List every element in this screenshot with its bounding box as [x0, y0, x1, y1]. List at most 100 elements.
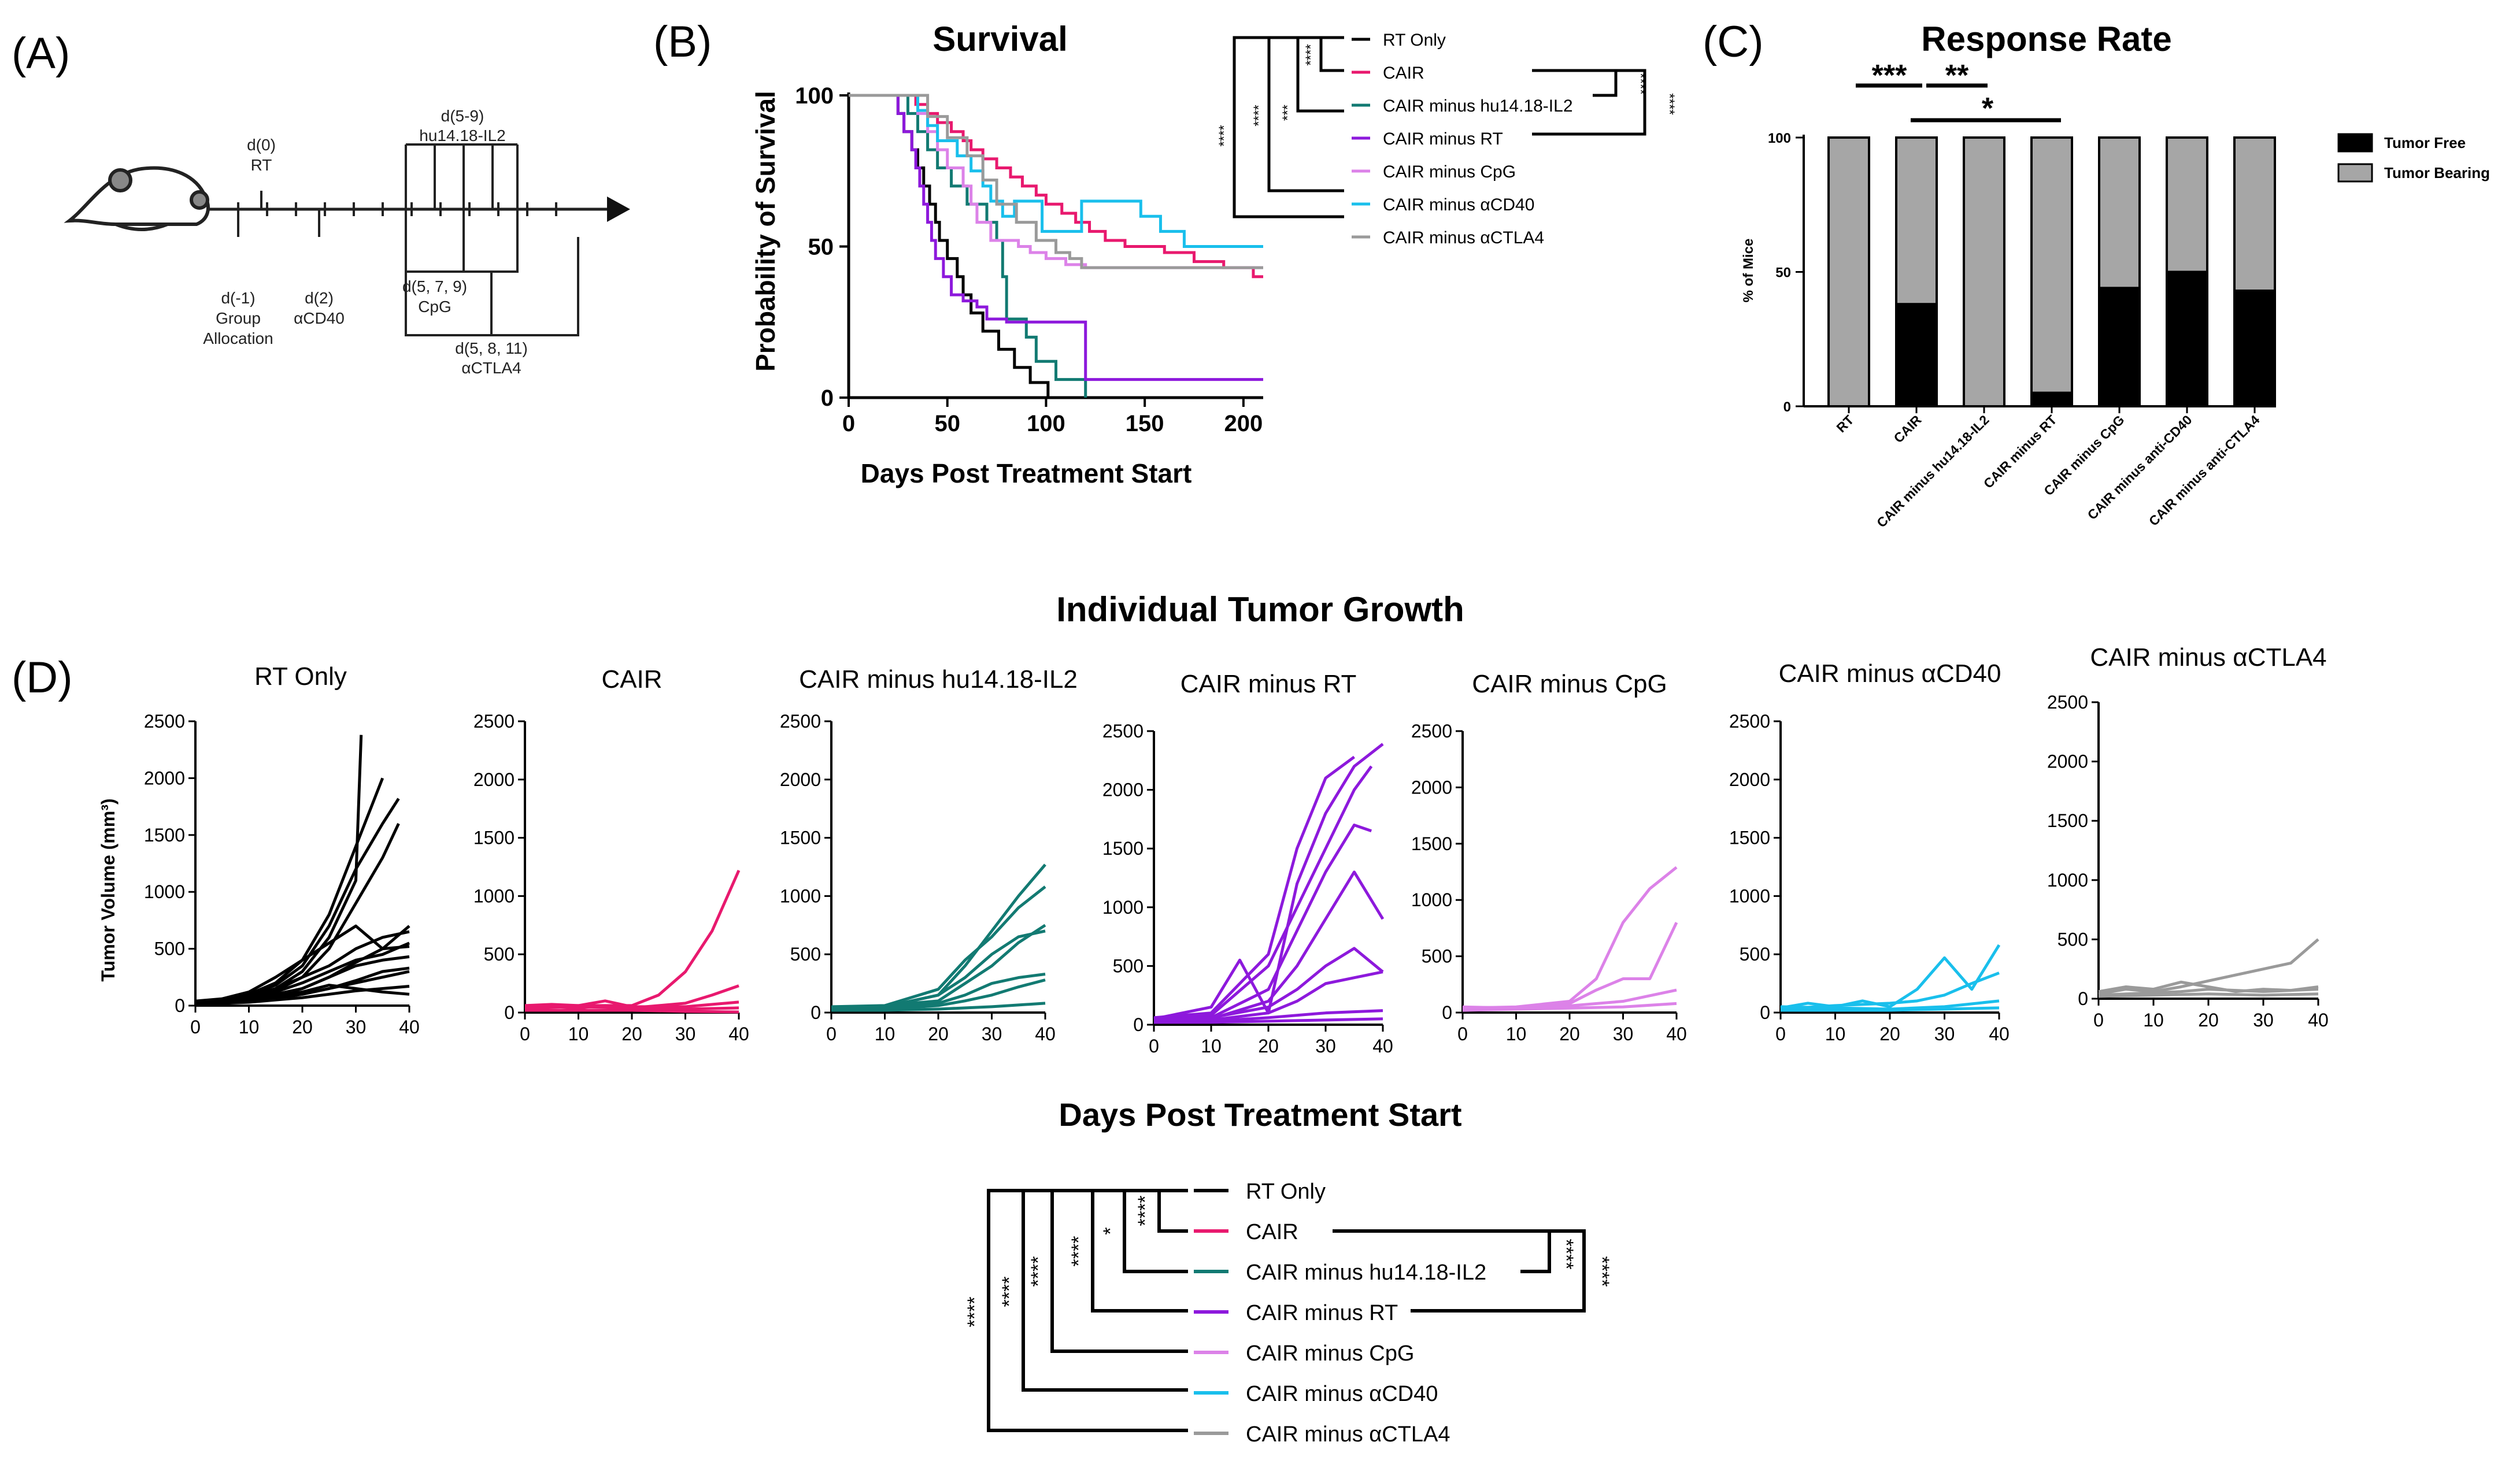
growth-significance-brackets [987, 1189, 1586, 1432]
legend-label-cair-minus-ctla4: CAIR minus αCTLA4 [1383, 228, 1544, 247]
growth-chart: Individual Tumor Growth Days Post Treatm… [98, 590, 2329, 1447]
growth-line-cair-minus-rt [1153, 755, 1355, 1019]
growth-y-tick-label: 2500 [2047, 692, 2088, 713]
growth-line-cair-minus-hu14-18-il2 [831, 972, 1046, 1011]
label-allocation: Allocation [203, 329, 273, 347]
growth-y-tick-label: 2500 [1411, 721, 1452, 742]
growth-line-cair-minus-rt [1153, 870, 1385, 1023]
survival-lines [849, 94, 1263, 398]
growth-y-tick-label: 1500 [1729, 828, 1770, 848]
sig-rt-hu14: *** [1280, 105, 1296, 121]
growth-y-tick-label: 2000 [1411, 777, 1452, 798]
survival-x-tick-label: 0 [842, 411, 855, 436]
growth-x-tick-label: 40 [728, 1024, 749, 1044]
growth-legend-label-cair-minus-cpg: CAIR minus CpG [1246, 1341, 1414, 1366]
timeline-ticks [237, 202, 557, 216]
growth-panel-title: CAIR minus CpG [1472, 670, 1667, 698]
response-significance-bars [1856, 83, 2061, 123]
response-ylabel: % of Mice [1741, 239, 1756, 303]
sig-rt-cair: **** [1303, 44, 1319, 65]
survival-line-cair-minus-ctla4 [849, 94, 1263, 269]
response-x-tick-label: CAIR minus anti-CTLA4 [2146, 412, 2263, 529]
bar-tumor-bearing-cair-minus-cpg [2098, 136, 2141, 290]
growth-line-cair-minus-cpg [1462, 988, 1677, 1010]
growth-y-tick-label: 1000 [1729, 885, 1770, 906]
growth-y-tick-label: 2000 [473, 769, 515, 790]
growth-x-tick-label: 30 [346, 1017, 367, 1037]
timeline-panel: d(0) RT d(5-9) hu14.18-IL2 d(-1) Group A… [64, 107, 630, 377]
growth-panel-rt-only: RT Only 0 500 1000 1500 2000 2500 0 10 20 30 40 [144, 662, 420, 1037]
sig-rt-ctla4-growth: **** [964, 1297, 986, 1328]
response-legend: Tumor Free Tumor Bearing [2337, 133, 2490, 183]
growth-line-cair-minus-cd40 [1781, 1006, 2000, 1012]
growth-y-tick-label: 500 [2058, 929, 2088, 950]
growth-x-tick-label: 10 [1506, 1024, 1527, 1044]
growth-y-tick-label: 2500 [1102, 721, 1144, 742]
mouse-icon [64, 166, 210, 231]
timeline-brackets [237, 143, 579, 336]
survival-line-cair [849, 94, 1263, 279]
growth-x-tick-label: 40 [1035, 1024, 1056, 1044]
growth-x-tick-label: 10 [2143, 1010, 2164, 1030]
growth-line-cair-minus-hu14-18-il2 [831, 924, 1046, 1010]
growth-x-tick-label: 30 [982, 1024, 1002, 1044]
legend-label-cair-minus-rt: CAIR minus RT [1383, 129, 1503, 149]
survival-x-tick-label: 150 [1126, 411, 1164, 436]
growth-y-tick-label: 1000 [473, 885, 515, 906]
bar-tumor-bearing-cair-minus-rt [2030, 136, 2073, 394]
response-x-tick-label: RT [1833, 412, 1856, 435]
growth-y-tick-label: 1000 [2047, 870, 2088, 891]
bar-tumor-bearing-cair-minus-anti-ctla4 [2233, 136, 2276, 292]
growth-x-tick-label: 10 [239, 1017, 260, 1037]
growth-line-cair-minus-cpg [1462, 866, 1678, 1010]
growth-y-tick-label: 500 [1422, 946, 1452, 967]
survival-line-cair-minus-cpg [849, 94, 1263, 269]
label-d579: d(5, 7, 9) [402, 277, 467, 295]
timeline-arrow-icon [607, 197, 630, 222]
label-rt: RT [251, 156, 272, 174]
growth-y-tick-label: 0 [175, 995, 185, 1016]
growth-x-tick-label: 40 [1372, 1036, 1393, 1056]
growth-y-tick-label: 500 [484, 944, 515, 965]
growth-x-tick-label: 0 [520, 1024, 530, 1044]
growth-panel-cair-minus-cpg: CAIR minus CpG 0 500 1000 1500 2000 2500 0 10 20 3… [1411, 670, 1687, 1044]
bar-tumor-free-cair-minus-cpg [2098, 287, 2141, 407]
growth-line-cair-minus-rt [1153, 947, 1384, 1022]
sig-rt-cd40-growth: **** [998, 1277, 1020, 1307]
growth-y-tick-label: 500 [1740, 944, 1770, 965]
response-x-tick-label: CAIR minus RT [1981, 412, 2060, 491]
growth-x-tick-label: 20 [1559, 1024, 1580, 1044]
label-cpg: CpG [418, 298, 452, 316]
growth-x-tick-label: 20 [1258, 1036, 1279, 1056]
survival-legend: RT Only CAIR CAIR minus hu14.18-IL2 CAIR mi… [1352, 31, 1573, 247]
growth-line-cair-minus-cpg [1462, 1002, 1677, 1012]
legend-label-rt-only: RT Only [1383, 31, 1446, 50]
growth-y-tick-label: 0 [811, 1002, 821, 1023]
growth-y-tick-label: 2000 [144, 768, 185, 788]
sig-rt-cair-response: *** [1872, 59, 1907, 92]
growth-y-tick-label: 1500 [1411, 833, 1452, 854]
growth-y-tick-label: 500 [1113, 955, 1144, 976]
growth-line-cair-minus-rt [1153, 765, 1373, 1021]
growth-line-cair-minus-hu14-18-il2 [831, 863, 1046, 1010]
survival-title: Survival [932, 20, 1067, 58]
growth-x-tick-label: 30 [2253, 1010, 2274, 1030]
panel-label-b: (B) [653, 17, 712, 66]
growth-y-tick-label: 2000 [780, 769, 821, 790]
growth-line-cair-minus-rt [1153, 743, 1384, 1021]
growth-x-tick-label: 20 [1879, 1024, 1900, 1044]
growth-y-tick-label: 1500 [144, 825, 185, 846]
label-d5811: d(5, 8, 11) [455, 339, 528, 357]
label-dm1: d(-1) [221, 289, 255, 307]
sig-rt-cd40: **** [1251, 105, 1267, 126]
growth-line-cair-minus-ctla4 [2098, 938, 2319, 996]
growth-y-tick-label: 2500 [473, 711, 515, 732]
label-d2: d(2) [305, 289, 334, 307]
growth-x-tick-label: 10 [1201, 1036, 1222, 1056]
survival-line-cair-minus-rt [849, 94, 1263, 381]
sig-rt-hu14-growth: * [1100, 1227, 1122, 1234]
bar-tumor-bearing-rt [1827, 136, 1870, 407]
growth-y-tick-label: 1000 [144, 881, 185, 902]
